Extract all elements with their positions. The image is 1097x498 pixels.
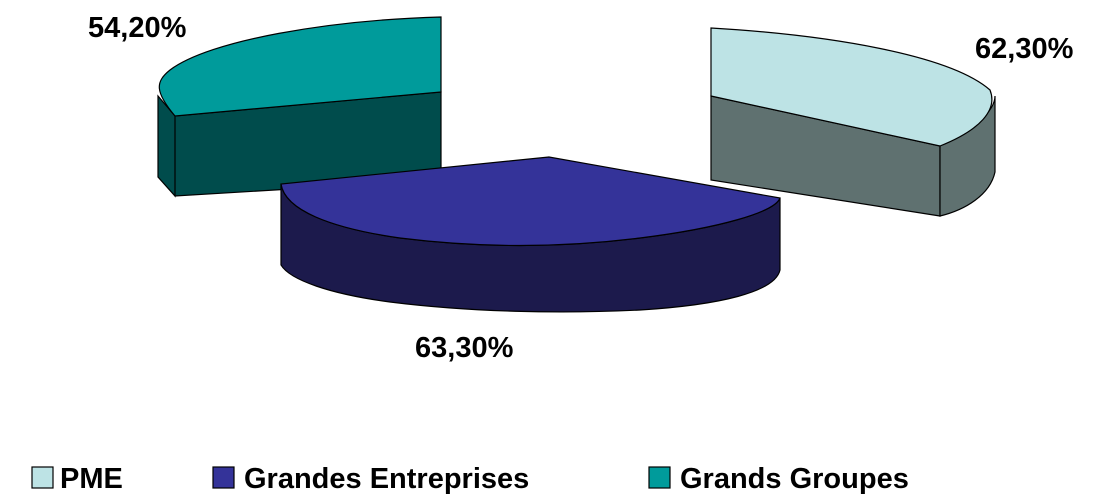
legend-swatch-grandes-entreprises xyxy=(212,466,235,489)
legend-item-grandes-entreprises: Grandes Entreprises xyxy=(212,463,529,495)
legend-label-pme: PME xyxy=(60,463,123,495)
slice-pme-top xyxy=(710,27,993,147)
data-label-grands-groupes: 54,20% xyxy=(88,12,187,44)
legend-label-grandes-entreprises: Grandes Entreprises xyxy=(244,463,529,495)
slice-grands-groupes-top xyxy=(158,16,442,117)
slice-grandes-entreprises-top xyxy=(280,156,781,247)
data-label-grandes-entreprises: 63,30% xyxy=(415,332,514,364)
legend-label-grands-groupes: Grands Groupes xyxy=(680,463,909,495)
legend-item-pme: PME xyxy=(31,463,123,495)
legend: PME Grandes Entreprises Grands Groupes xyxy=(31,463,909,495)
slice-grandes-entreprises xyxy=(280,156,781,313)
slice-pme xyxy=(710,27,996,217)
data-label-pme: 62,30% xyxy=(975,33,1074,65)
legend-item-grands-groupes: Grands Groupes xyxy=(648,463,909,495)
slice-grands-groupes xyxy=(157,16,442,198)
legend-swatch-pme xyxy=(31,466,54,489)
legend-swatch-grands-groupes xyxy=(648,466,671,489)
